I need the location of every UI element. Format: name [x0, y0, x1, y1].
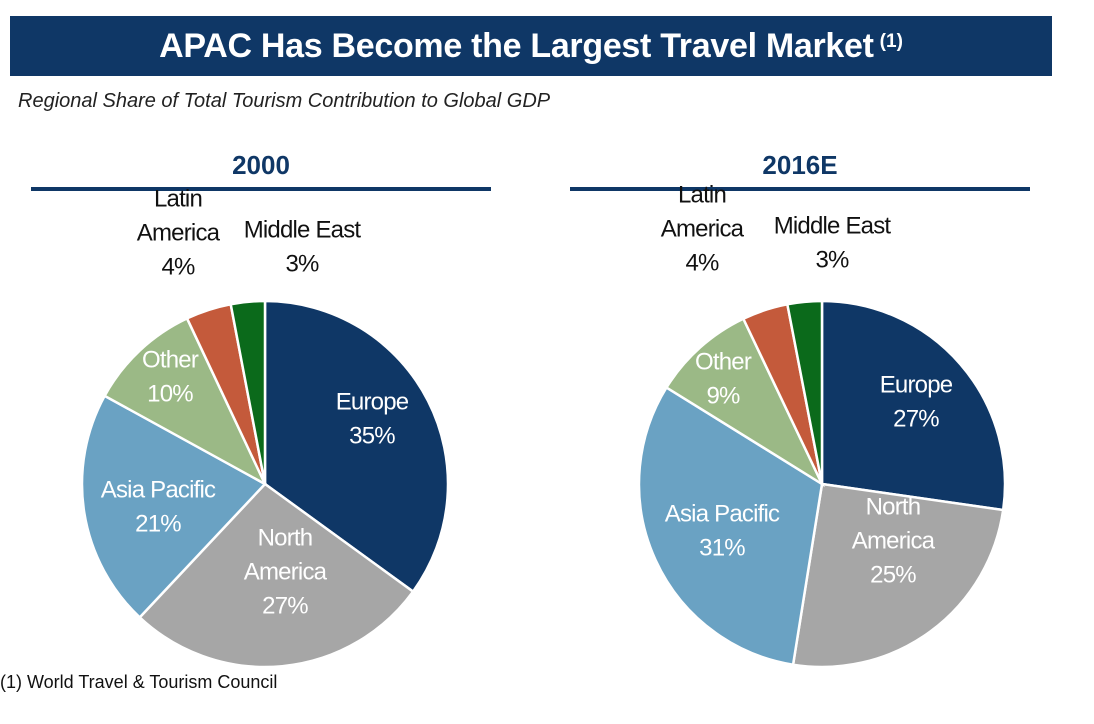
slice-value-europe: 27%: [893, 405, 939, 432]
page-title: APAC Has Become the Largest Travel Marke…: [159, 26, 874, 65]
slice-label-latin-america: Latin: [678, 181, 726, 208]
chart-rule-2000: [31, 187, 491, 191]
pie-slice-europe: [820, 299, 1007, 512]
slice-value-latin-america: 4%: [161, 253, 195, 280]
slice-value-north-america: 25%: [870, 561, 916, 588]
slice-value-other: 9%: [706, 382, 740, 409]
pie-slice-middle-east: [785, 299, 824, 485]
title-bar: APAC Has Become the Largest Travel Marke…: [10, 16, 1052, 76]
slice-value-latin-america: 4%: [685, 249, 719, 276]
pie-slice-europe: [263, 299, 450, 594]
pie-slice-north-america: [137, 482, 415, 669]
slice-value-europe: 35%: [349, 422, 395, 449]
slice-label-north-america: America: [852, 527, 936, 554]
slice-label-latin-america: Latin: [154, 185, 202, 212]
slice-label-asia-pacific: Asia Pacific: [665, 500, 780, 527]
pie-slice-north-america: [791, 482, 1005, 669]
pie-slice-other: [664, 317, 825, 488]
slice-value-middle-east: 3%: [285, 250, 319, 277]
chart-title-2016e: 2016E: [762, 150, 838, 180]
slice-label-asia-pacific: Asia Pacific: [101, 476, 216, 503]
slice-label-other: Other: [142, 346, 199, 373]
chart-subtitle: Regional Share of Total Tourism Contribu…: [18, 90, 551, 112]
slice-value-other: 10%: [147, 380, 193, 407]
slice-label-other: Other: [695, 348, 752, 375]
slice-label-europe: Europe: [880, 371, 953, 398]
slice-value-middle-east: 3%: [815, 246, 849, 273]
slice-label-europe: Europe: [336, 388, 409, 415]
slice-value-asia-pacific: 31%: [699, 534, 745, 561]
slice-value-north-america: 27%: [262, 592, 308, 619]
slice-label-north-america: America: [244, 558, 328, 585]
source-footnote: (1) World Travel & Tourism Council: [0, 672, 278, 692]
title-footnote-marker: (1): [879, 31, 903, 52]
pie-slice-other: [102, 316, 268, 487]
slice-label-latin-america: America: [137, 219, 221, 246]
chart-title-2000: 2000: [232, 150, 290, 180]
slice-label-latin-america: America: [661, 215, 745, 242]
slice-label-middle-east: Middle East: [774, 212, 892, 239]
slice-label-middle-east: Middle East: [244, 216, 362, 243]
slice-value-asia-pacific: 21%: [135, 510, 181, 537]
pie-slice-asia-pacific: [80, 394, 268, 620]
slice-label-north-america: North: [258, 524, 313, 551]
pie-slice-middle-east: [229, 299, 267, 485]
chart-rule-2016e: [570, 187, 1030, 191]
slice-label-north-america: North: [866, 493, 921, 520]
